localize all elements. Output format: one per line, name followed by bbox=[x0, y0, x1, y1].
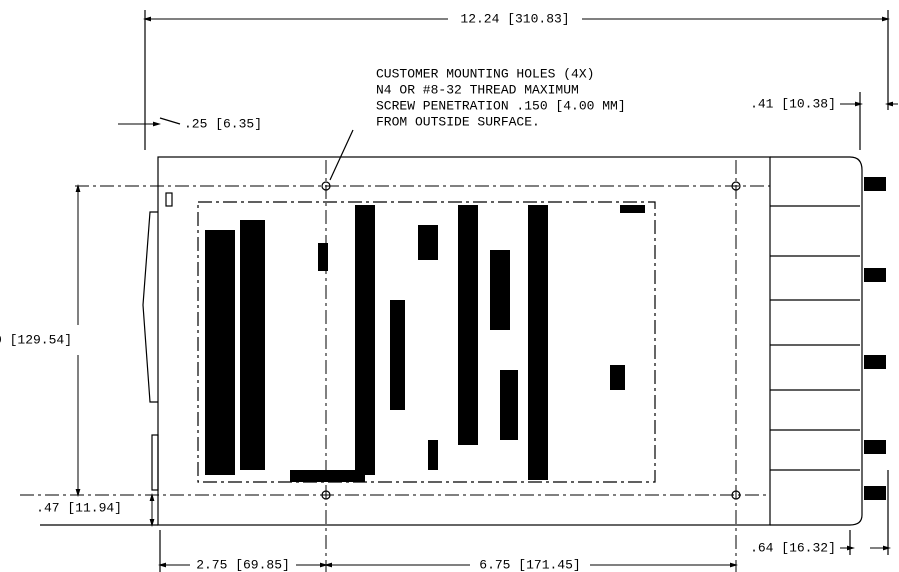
note-line: N4 OR #8-32 THREAD MAXIMUM bbox=[376, 82, 579, 97]
dimension-label: 2.75 [69.85] bbox=[196, 557, 290, 572]
dimension-label: 5.100 [129.54] bbox=[0, 332, 72, 347]
dimension-label: .64 [16.32] bbox=[750, 540, 836, 555]
dimension-label: .41 [10.38] bbox=[750, 96, 836, 111]
outline bbox=[142, 156, 886, 526]
dimension-label: .47 [11.94] bbox=[36, 500, 122, 515]
note-line: CUSTOMER MOUNTING HOLES (4X) bbox=[376, 66, 594, 81]
dimension-label: 12.24 [310.83] bbox=[460, 11, 569, 26]
note-line: SCREW PENETRATION .150 [4.00 MM] bbox=[376, 98, 626, 113]
dimension-label: .25 [6.35] bbox=[184, 116, 262, 131]
dimension-lines bbox=[40, 10, 898, 572]
dimension-label: 6.75 [171.45] bbox=[479, 557, 580, 572]
note-line: FROM OUTSIDE SURFACE. bbox=[376, 114, 540, 129]
centerlines bbox=[20, 160, 770, 572]
